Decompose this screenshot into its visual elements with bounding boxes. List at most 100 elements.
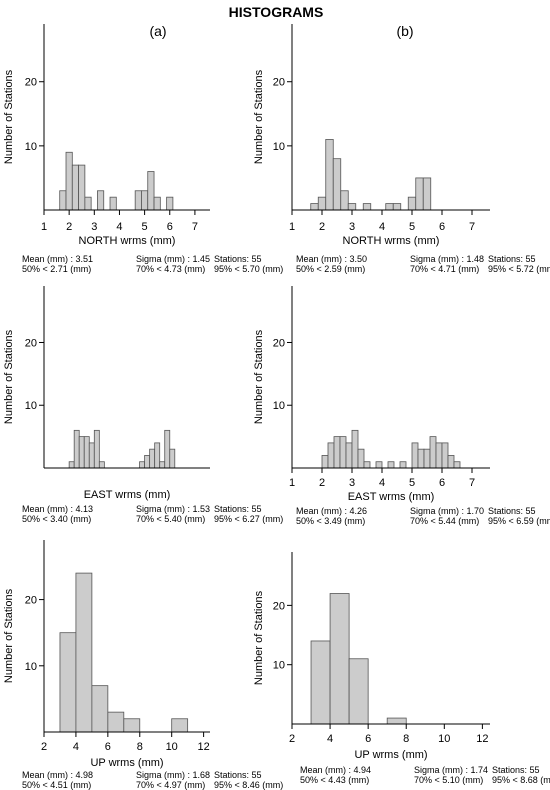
y-tick-label: 20 xyxy=(273,337,285,349)
histogram-bar xyxy=(317,196,327,211)
x-tick-label: 1 xyxy=(41,221,47,233)
histogram-bar xyxy=(141,190,149,211)
y-axis-label: Number of Stations xyxy=(3,588,15,683)
x-tick-label: 4 xyxy=(379,221,385,233)
y-tick-label: 10 xyxy=(25,661,37,673)
histogram-bar xyxy=(164,429,171,469)
stat-sigma: Sigma (mm) : 1.74 xyxy=(414,765,488,775)
x-tick-label: 10 xyxy=(166,741,178,753)
histogram-bar xyxy=(447,455,455,469)
x-axis-label: EAST wrms (mm) xyxy=(84,489,171,501)
x-axis-label: NORTH wrms (mm) xyxy=(79,235,176,247)
histogram-bar xyxy=(59,190,67,211)
histogram-bar xyxy=(363,461,371,469)
x-tick-label: 5 xyxy=(409,221,415,233)
histogram-bar xyxy=(73,429,80,469)
x-tick-label: 2 xyxy=(319,221,325,233)
histogram-bar xyxy=(98,461,105,469)
stat-mean: Mean (mm) : 3.50 xyxy=(296,254,367,264)
stat-p95: 95% < 6.27 (mm) xyxy=(214,514,283,524)
y-tick-label: 10 xyxy=(25,400,37,412)
stat-mean: Mean (mm) : 4.26 xyxy=(296,506,367,516)
stat-p70: 70% < 5.10 (mm) xyxy=(414,775,483,785)
histogram-bar xyxy=(166,196,174,211)
histogram-bar xyxy=(159,461,166,469)
histogram-bar xyxy=(415,177,424,211)
histogram-bar xyxy=(417,448,425,469)
stat-stations: Stations: 55 xyxy=(214,254,262,264)
y-tick-label: 10 xyxy=(273,660,285,672)
histogram-bar xyxy=(422,177,432,211)
histogram-bar xyxy=(375,461,383,469)
x-tick-label: 4 xyxy=(73,741,79,753)
x-tick-label: 4 xyxy=(379,477,385,489)
x-tick-label: 7 xyxy=(469,221,475,233)
histogram-bar xyxy=(144,455,151,469)
x-axis-label: UP wrms (mm) xyxy=(90,757,163,769)
histogram-bar xyxy=(84,196,92,211)
x-axis-label: UP wrms (mm) xyxy=(354,749,427,761)
x-tick-label: 3 xyxy=(349,477,355,489)
stat-p50: 50% < 4.51 (mm) xyxy=(22,780,91,790)
stat-p50: 50% < 2.71 (mm) xyxy=(22,264,91,274)
histogram-bar xyxy=(78,164,86,211)
histogram-bar xyxy=(339,436,347,469)
histogram-bar xyxy=(109,196,117,211)
stat-sigma: Sigma (mm) : 1.70 xyxy=(410,506,484,516)
histogram-bar xyxy=(147,171,155,211)
histogram-bar xyxy=(134,190,142,211)
histogram-bar xyxy=(332,158,342,211)
stat-p50: 50% < 2.59 (mm) xyxy=(296,264,365,274)
stat-sigma: Sigma (mm) : 1.53 xyxy=(136,504,210,514)
histogram-bar xyxy=(153,196,161,211)
stat-p50: 50% < 3.40 (mm) xyxy=(22,514,91,524)
x-tick-label: 7 xyxy=(469,477,475,489)
histogram-east-b: 10 20 1 2 3 4 5 6 7 EAST wrms (mm) Number of Stati… xyxy=(253,286,550,526)
histogram-bar xyxy=(123,718,141,733)
stat-sigma: Sigma (mm) : 1.45 xyxy=(136,254,210,264)
stat-p95: 95% < 6.59 (mm) xyxy=(488,516,550,526)
x-tick-label: 5 xyxy=(142,221,148,233)
histogram-bar xyxy=(423,448,431,469)
histogram-bar xyxy=(453,461,461,469)
stat-mean: Mean (mm) : 4.98 xyxy=(22,770,93,780)
stat-stations: Stations: 55 xyxy=(488,506,536,516)
stat-sigma: Sigma (mm) : 1.48 xyxy=(410,254,484,264)
histogram-bar xyxy=(386,717,407,725)
x-tick-label: 3 xyxy=(349,221,355,233)
histogram-bar xyxy=(441,442,449,469)
histogram-up-a: 10 20 2 4 6 8 10 12 UP wrms (mm) Number of Statio… xyxy=(3,540,283,790)
histogram-bar xyxy=(78,436,85,469)
stat-mean: Mean (mm) : 4.13 xyxy=(22,504,93,514)
histogram-bar xyxy=(407,196,417,211)
stat-p50: 50% < 3.49 (mm) xyxy=(296,516,365,526)
x-tick-label: 6 xyxy=(105,741,111,753)
histogram-bar xyxy=(59,632,77,733)
y-tick-label: 10 xyxy=(273,141,285,153)
histogram-bar xyxy=(310,640,331,725)
x-tick-label: 2 xyxy=(289,733,295,745)
histogram-north-a: 10 20 1 2 3 4 5 6 7 NORTH wrms (mm) Number of Stat… xyxy=(3,24,283,274)
histogram-bar xyxy=(93,429,100,469)
histogram-bar xyxy=(149,448,156,469)
histogram-bar xyxy=(385,203,394,211)
x-tick-label: 6 xyxy=(365,733,371,745)
histogram-bar xyxy=(65,151,73,211)
histogram-bar xyxy=(71,164,79,211)
y-axis-label: Number of Stations xyxy=(253,329,265,424)
y-axis-label: Number of Stations xyxy=(3,69,15,164)
x-axis-label: EAST wrms (mm) xyxy=(348,491,435,503)
column-label-a: (a) xyxy=(149,23,166,39)
histogram-bar xyxy=(347,203,357,211)
y-axis-label: Number of Stations xyxy=(253,590,265,685)
x-tick-label: 10 xyxy=(438,733,450,745)
histogram-bar xyxy=(139,461,146,469)
stat-p70: 70% < 5.40 (mm) xyxy=(136,514,205,524)
histogram-bar xyxy=(333,436,341,469)
histogram-bar xyxy=(321,455,329,469)
histogram-east-a: 10 20 EAST wrms (mm) Number of Stations Mean… xyxy=(3,286,283,524)
x-tick-label: 8 xyxy=(403,733,409,745)
x-tick-label: 2 xyxy=(66,221,72,233)
histogram-bar xyxy=(362,203,372,211)
